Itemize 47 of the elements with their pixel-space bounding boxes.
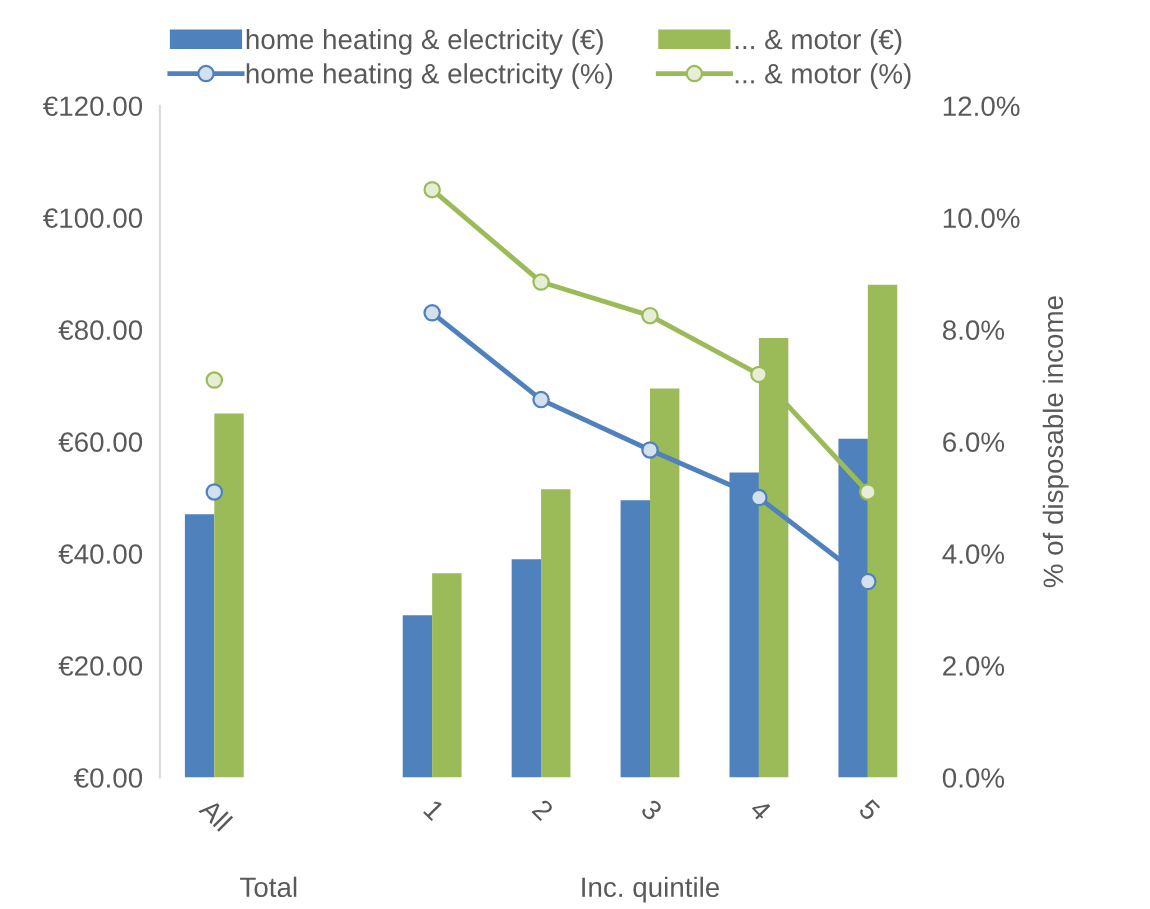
- legend-label: home heating & electricity (€): [246, 28, 603, 55]
- y-tick-label: €120.00: [43, 96, 143, 117]
- x-tick-label: 2: [531, 798, 555, 822]
- bar: [620, 500, 650, 778]
- point: [205, 371, 224, 389]
- y2-tick-label: 8.0%: [942, 320, 1005, 340]
- y2-tick-label: 0.0%: [942, 768, 1005, 788]
- point: [532, 390, 550, 409]
- x-tick-label: All: [198, 796, 234, 832]
- x-tick-label: 3: [640, 798, 664, 822]
- y-tick-label: €20.00: [58, 656, 143, 676]
- point: [641, 306, 659, 325]
- point: [750, 365, 768, 384]
- text: Inc. quintile: [582, 876, 720, 903]
- point: [205, 483, 224, 501]
- y2-tick-label: 6.0%: [943, 432, 1005, 452]
- point: [859, 483, 877, 501]
- bar: [184, 514, 215, 778]
- bar: [541, 489, 571, 778]
- y2-tick-label: 2.0%: [943, 656, 1005, 676]
- legend-label: ... & motor (%): [735, 63, 911, 90]
- point: [641, 441, 659, 459]
- bar: [402, 615, 433, 778]
- text: Total: [240, 876, 297, 898]
- point: [423, 304, 441, 322]
- bar: [511, 559, 542, 778]
- x-tick-label: 1: [423, 799, 446, 822]
- y2-tick-label: 10.0%: [943, 208, 1020, 229]
- y-tick-label: €40.00: [58, 544, 143, 564]
- y2-tick-label: 4.0%: [942, 544, 1005, 564]
- point: [750, 488, 768, 507]
- y-tick-label: €80.00: [58, 320, 143, 340]
- bar: [214, 413, 244, 778]
- x-tick-label: 5: [857, 798, 881, 822]
- point: [423, 180, 441, 199]
- legend-label: ... & motor (€): [735, 28, 902, 55]
- y2-axis-title: % of disposable income: [1042, 296, 1069, 588]
- bar: [650, 388, 680, 778]
- x-tick-label: 4: [748, 798, 773, 822]
- point: [859, 572, 877, 591]
- bar: [432, 573, 462, 778]
- point: [532, 273, 550, 291]
- legend-label: home heating & electricity (%): [246, 63, 613, 90]
- y-tick-label: €60.00: [58, 432, 143, 452]
- y2-tick-label: 12.0%: [943, 96, 1020, 117]
- y-tick-label: €100.00: [43, 208, 143, 229]
- y-tick-label: €0.00: [73, 768, 143, 788]
